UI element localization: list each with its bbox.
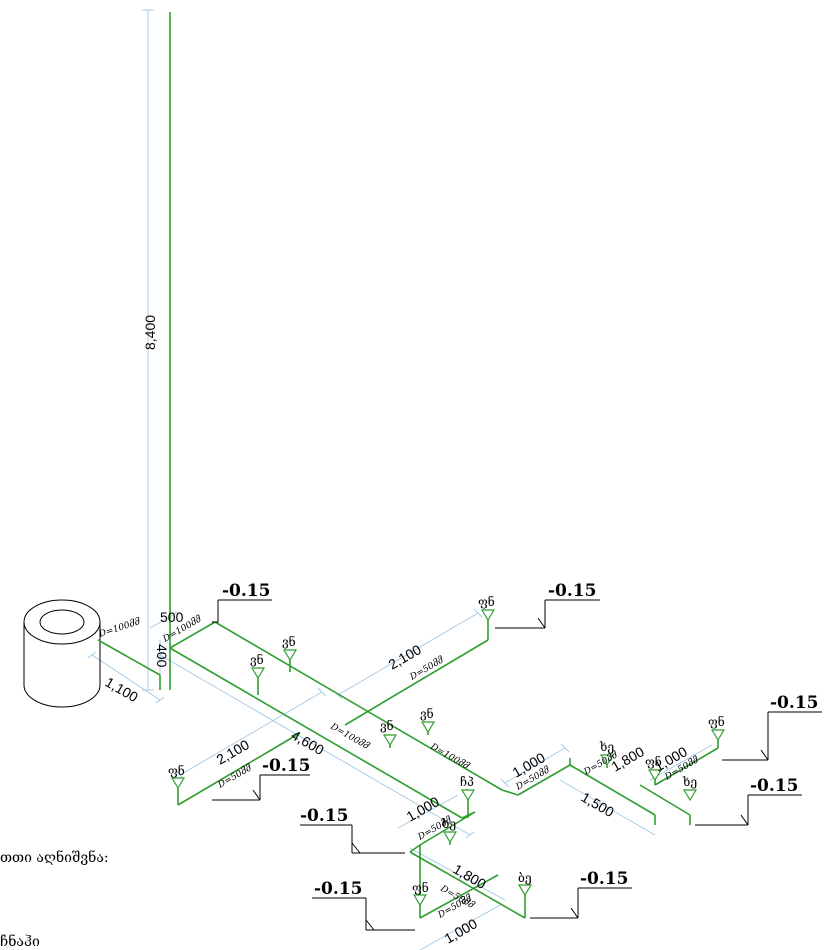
dim-bottom-1000: 1,000 <box>442 915 481 946</box>
fixture-tag: ხე <box>682 775 697 789</box>
diam-tank-outlet: D=100მმ <box>97 616 143 640</box>
level-label: -0.15 <box>580 869 628 889</box>
fixture-tag: ვნ <box>282 634 296 649</box>
pipe-network <box>97 12 719 919</box>
legend-item: ჩნაჰი <box>0 932 40 950</box>
diam-main-right: D=100მმ <box>428 741 472 773</box>
level-callout-leaders <box>212 599 822 931</box>
dim-500: 500 <box>160 609 184 625</box>
level-label: -0.15 <box>770 693 818 713</box>
fixture-tag: ჩპ <box>460 775 474 789</box>
level-label: -0.15 <box>750 776 798 796</box>
dim-400: 400 <box>154 644 170 668</box>
fixture-tag: ფნ <box>168 763 185 778</box>
fixture-markers <box>170 609 726 907</box>
fixture-tag: ფნ <box>412 880 429 895</box>
fixture-tag: ხე <box>599 740 614 754</box>
fixture-tag: ფნ <box>478 594 495 609</box>
dim-1100: 1,100 <box>103 674 142 705</box>
fixture-tag: ფნ <box>708 714 725 729</box>
level-label: -0.15 <box>314 879 362 899</box>
fixture-tag: ბე <box>518 871 532 885</box>
dim-riser-height: 8,400 <box>142 315 158 350</box>
water-tank <box>23 599 101 708</box>
dim-4600: 4,600 <box>289 727 328 758</box>
fixture-tag: ხე <box>441 817 456 831</box>
dim-mid-1000: 1,000 <box>404 793 443 824</box>
fixture-tag: ფნ <box>645 754 662 769</box>
fixture-tag: ვნ <box>380 718 394 733</box>
fixture-tag: ვნ <box>420 706 434 721</box>
dim-lower-branch-2100: 2,100 <box>214 736 253 767</box>
level-label: -0.15 <box>222 581 270 601</box>
dimension-lines <box>87 9 713 950</box>
level-label: -0.15 <box>262 756 310 776</box>
legend-heading: თთი აღნიშვნა: <box>0 848 109 866</box>
level-label: -0.15 <box>548 581 596 601</box>
dim-right-1500: 1,500 <box>579 789 618 820</box>
level-label: -0.15 <box>300 806 348 826</box>
dim-bottom-1800: 1,800 <box>451 861 490 892</box>
fixture-tag: ვნ <box>250 652 264 667</box>
diam-main-mid: D=100მმ <box>328 721 372 753</box>
